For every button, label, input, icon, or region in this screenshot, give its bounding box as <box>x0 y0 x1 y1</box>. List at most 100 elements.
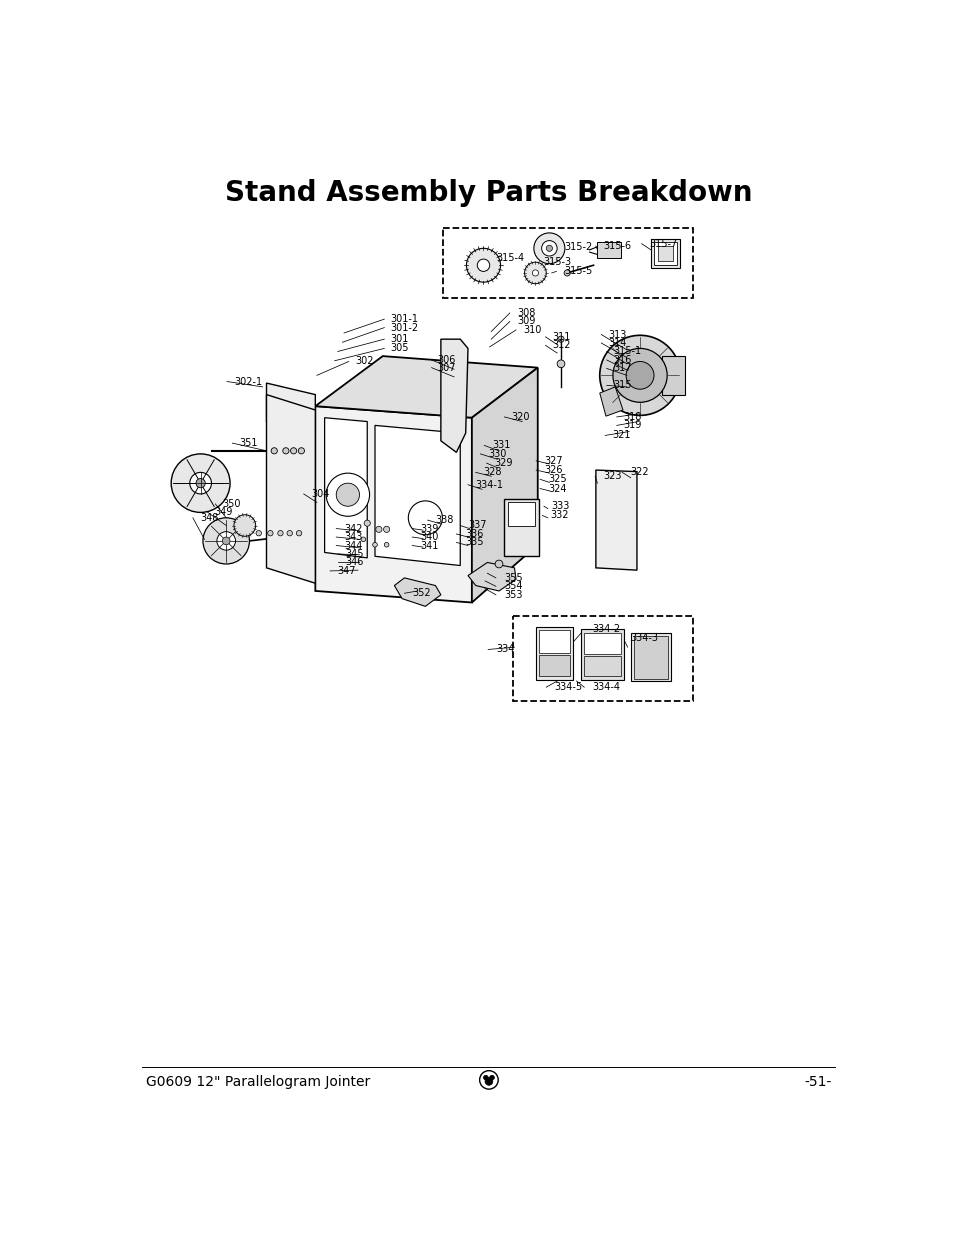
Text: 334-1: 334-1 <box>475 479 502 490</box>
Circle shape <box>296 531 301 536</box>
Text: 315-2: 315-2 <box>563 242 592 252</box>
Text: 355: 355 <box>504 573 522 583</box>
Text: 336: 336 <box>464 529 483 538</box>
Text: 334-3: 334-3 <box>630 632 659 643</box>
Text: 347: 347 <box>337 566 355 576</box>
Circle shape <box>558 336 563 342</box>
Circle shape <box>190 472 212 494</box>
Circle shape <box>216 531 235 550</box>
Bar <box>536 627 573 679</box>
Text: 310: 310 <box>522 325 541 335</box>
Polygon shape <box>596 471 637 571</box>
Text: 333: 333 <box>551 501 570 511</box>
Circle shape <box>489 1076 494 1079</box>
Bar <box>583 656 620 677</box>
Circle shape <box>268 531 273 536</box>
Circle shape <box>291 448 296 454</box>
Text: 348: 348 <box>200 513 219 522</box>
Circle shape <box>408 501 442 535</box>
Bar <box>508 503 535 526</box>
Text: 340: 340 <box>419 532 437 542</box>
Circle shape <box>171 454 230 513</box>
Text: 328: 328 <box>483 467 501 478</box>
Text: 306: 306 <box>437 354 456 366</box>
Circle shape <box>255 531 261 536</box>
Circle shape <box>484 1078 493 1086</box>
Circle shape <box>203 517 249 564</box>
Text: 335: 335 <box>464 537 483 547</box>
Text: 334-5: 334-5 <box>554 682 581 692</box>
Text: 321: 321 <box>612 431 630 441</box>
Text: 315-4: 315-4 <box>497 252 524 263</box>
Circle shape <box>360 537 365 542</box>
Text: 341: 341 <box>419 541 437 551</box>
Circle shape <box>546 246 552 252</box>
Text: 323: 323 <box>602 472 620 482</box>
Text: 315-7: 315-7 <box>649 238 677 248</box>
Text: 315-5: 315-5 <box>563 267 592 277</box>
Circle shape <box>534 233 564 264</box>
Text: 319: 319 <box>623 420 641 431</box>
Text: 305: 305 <box>390 343 409 353</box>
Text: 351: 351 <box>239 438 257 448</box>
Text: 315-1: 315-1 <box>613 347 641 357</box>
Circle shape <box>532 270 537 275</box>
Circle shape <box>364 520 370 526</box>
Polygon shape <box>315 406 472 603</box>
Text: 331: 331 <box>492 441 510 451</box>
Text: 301: 301 <box>390 335 409 345</box>
Text: 350: 350 <box>222 499 240 509</box>
Text: 315-3: 315-3 <box>542 257 571 267</box>
Circle shape <box>195 478 205 488</box>
Polygon shape <box>324 417 367 558</box>
Bar <box>443 227 692 299</box>
Circle shape <box>563 270 570 275</box>
Circle shape <box>298 448 304 454</box>
Circle shape <box>335 483 359 506</box>
Circle shape <box>233 515 255 536</box>
Bar <box>538 655 570 677</box>
Text: 313: 313 <box>608 330 626 340</box>
Text: 339: 339 <box>419 524 437 534</box>
Circle shape <box>383 526 390 532</box>
Circle shape <box>287 531 293 536</box>
Polygon shape <box>375 425 459 566</box>
Bar <box>650 240 679 268</box>
Text: 344: 344 <box>344 541 362 551</box>
Bar <box>654 242 677 266</box>
Circle shape <box>271 448 277 454</box>
Text: 337: 337 <box>468 520 486 531</box>
Text: 309: 309 <box>517 316 535 326</box>
Text: 301-2: 301-2 <box>390 322 418 332</box>
Text: 320: 320 <box>511 412 529 422</box>
Text: 314: 314 <box>608 338 626 348</box>
Circle shape <box>557 359 564 368</box>
Text: Stand Assembly Parts Breakdown: Stand Assembly Parts Breakdown <box>225 179 752 206</box>
Text: 325: 325 <box>547 474 566 484</box>
Circle shape <box>495 561 502 568</box>
Text: G0609 12" Parallelogram Jointer: G0609 12" Parallelogram Jointer <box>146 1076 370 1089</box>
Circle shape <box>466 248 500 282</box>
Circle shape <box>326 473 369 516</box>
Text: 345: 345 <box>345 550 364 559</box>
Text: 334-2: 334-2 <box>592 625 619 635</box>
Text: 311: 311 <box>552 332 570 342</box>
Text: 317: 317 <box>613 363 632 373</box>
Circle shape <box>476 259 489 272</box>
Polygon shape <box>440 340 468 452</box>
Bar <box>580 630 623 679</box>
Text: 327: 327 <box>543 456 562 466</box>
Circle shape <box>625 362 654 389</box>
Text: 352: 352 <box>412 588 431 598</box>
Text: 334: 334 <box>496 645 514 655</box>
Circle shape <box>375 526 381 532</box>
Bar <box>583 632 620 655</box>
Bar <box>597 242 620 258</box>
Polygon shape <box>266 395 315 583</box>
Circle shape <box>373 542 377 547</box>
Bar <box>538 630 570 653</box>
Text: 354: 354 <box>504 582 522 592</box>
Text: 353: 353 <box>504 590 522 600</box>
Circle shape <box>282 448 289 454</box>
Text: -51-: -51- <box>803 1076 831 1089</box>
